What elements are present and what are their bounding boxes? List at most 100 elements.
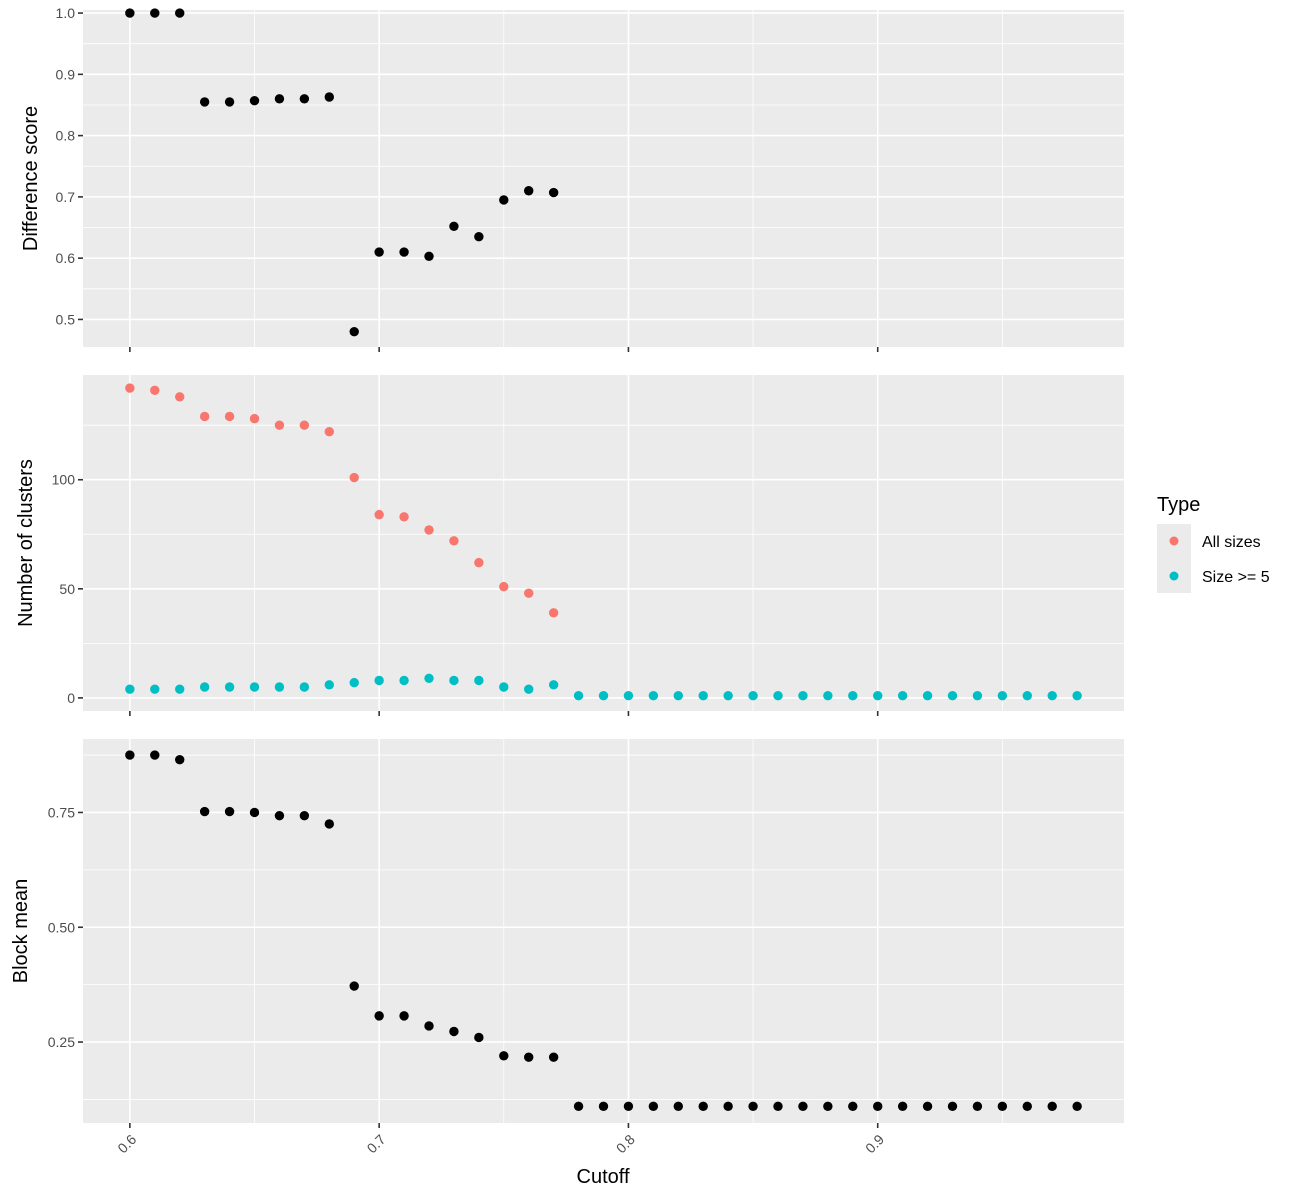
data-point-all-sizes (299, 420, 310, 430)
data-point-size-5 (648, 691, 659, 701)
data-point-series (499, 1051, 509, 1061)
data-points (125, 383, 1082, 701)
minor-gridlines (83, 10, 1124, 347)
x-axis-ticks (129, 1123, 879, 1128)
data-point-series (399, 247, 409, 257)
data-point-size-5 (324, 680, 334, 690)
data-point-series (374, 1011, 384, 1021)
data-point-size-5 (175, 684, 185, 694)
data-point-size-5 (673, 691, 683, 701)
data-point-size-5 (748, 691, 758, 701)
data-point-size-5 (224, 682, 235, 692)
data-point-all-sizes (274, 420, 285, 430)
data-point-size-5 (573, 691, 584, 701)
data-point-series (1047, 1101, 1057, 1112)
data-point-all-sizes (548, 608, 559, 618)
data-point-series (274, 810, 285, 821)
data-point-all-sizes (424, 525, 434, 535)
data-point-series (573, 1101, 584, 1112)
data-point-series (623, 1101, 634, 1112)
data-point-series (897, 1101, 908, 1112)
data-point-size-5 (997, 691, 1008, 701)
y-axis-title: Difference score (20, 106, 42, 251)
data-point-size-5 (823, 691, 833, 701)
legend-label-size-5: Size >= 5 (1202, 569, 1270, 586)
data-point-size-5 (848, 691, 858, 701)
legend-label-all-sizes: All sizes (1202, 534, 1261, 551)
x-tick-label: 0.7 (364, 1131, 389, 1156)
data-point-series (474, 232, 484, 242)
data-point-all-sizes (524, 588, 534, 598)
data-point-size-5 (1072, 691, 1082, 701)
data-point-size-5 (1022, 691, 1032, 701)
data-point-series (175, 8, 185, 18)
data-point-size-5 (623, 691, 634, 701)
data-point-size-5 (922, 691, 933, 701)
data-point-series (972, 1101, 983, 1112)
y-tick-label: 50 (59, 581, 75, 597)
data-point-series (474, 1032, 484, 1043)
data-point-series (1072, 1101, 1082, 1112)
data-point-series (125, 750, 135, 760)
data-point-size-5 (798, 691, 808, 701)
data-point-series (947, 1101, 958, 1112)
data-point-size-5 (773, 691, 783, 701)
data-point-series (823, 1101, 833, 1112)
data-point-series (349, 326, 359, 337)
y-tick-label: 0.75 (48, 804, 75, 820)
data-point-series (524, 186, 534, 196)
data-point-size-5 (947, 691, 958, 701)
data-point-series (848, 1101, 858, 1112)
data-point-series (873, 1101, 883, 1112)
data-point-size-5 (723, 691, 733, 701)
y-axis-title: Block mean (10, 879, 32, 984)
data-point-size-5 (199, 682, 210, 692)
data-point-series (748, 1101, 758, 1112)
legend-key-dot (1169, 536, 1179, 546)
data-point-series (997, 1101, 1008, 1112)
y-tick-label: 0.8 (56, 128, 76, 144)
data-point-series (773, 1101, 783, 1112)
y-axis-ticks: 0.25 0.50 0.75 (48, 804, 83, 1050)
data-point-size-5 (349, 677, 359, 688)
data-point-all-sizes (399, 512, 409, 522)
major-gridlines (83, 10, 1124, 347)
data-point-series (598, 1101, 609, 1112)
y-axis-ticks: 0.5 0.6 0.7 0.8 0.9 1.0 (56, 5, 83, 327)
data-point-size-5 (274, 682, 285, 692)
block-mean-panel: 0.25 0.50 0.75 0.6 0.7 0.8 0.9 Block mean (10, 739, 1124, 1156)
data-point-series (150, 8, 160, 18)
y-tick-label: 0.50 (48, 919, 75, 935)
legend-title: Type (1157, 494, 1200, 516)
data-point-size-5 (698, 691, 708, 701)
data-point-series (199, 97, 210, 107)
data-point-series (150, 750, 160, 760)
data-point-all-sizes (474, 557, 484, 568)
panel-background (83, 739, 1124, 1123)
data-point-series (798, 1101, 808, 1112)
data-point-size-5 (524, 684, 534, 694)
data-point-size-5 (1047, 691, 1057, 701)
number-of-clusters-panel: 0 50 100 Number of clusters (15, 375, 1124, 716)
data-point-series (499, 195, 509, 205)
data-point-series (424, 1021, 434, 1031)
data-points (125, 750, 1082, 1112)
legend-key-dot (1169, 571, 1179, 581)
y-tick-label: 1.0 (56, 5, 76, 21)
data-point-series (424, 251, 434, 262)
data-point-series (224, 806, 235, 817)
data-point-series (199, 806, 210, 817)
data-point-size-5 (399, 675, 409, 686)
data-point-series (1022, 1101, 1032, 1112)
data-point-series (922, 1101, 933, 1112)
x-tick-label: 0.9 (862, 1131, 887, 1156)
data-point-size-5 (299, 682, 310, 692)
data-point-all-sizes (175, 392, 185, 402)
data-point-all-sizes (449, 536, 459, 546)
data-point-series (524, 1052, 534, 1062)
data-point-size-5 (449, 675, 459, 686)
data-point-series (449, 221, 459, 231)
x-tick-label: 0.6 (114, 1131, 139, 1156)
data-point-size-5 (972, 691, 983, 701)
